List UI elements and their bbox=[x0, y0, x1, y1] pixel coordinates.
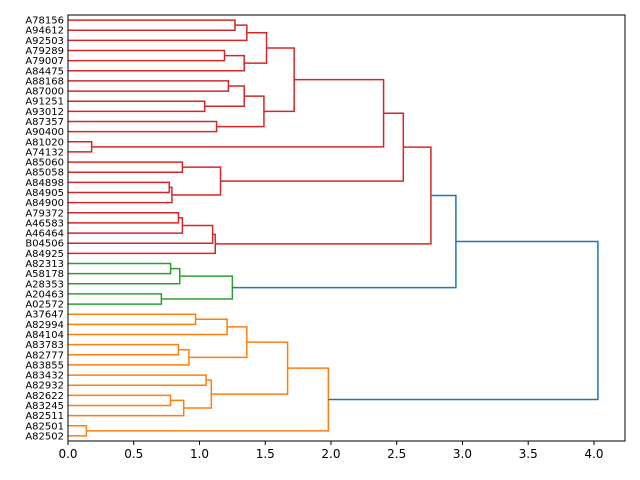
plot-frame bbox=[67, 14, 626, 442]
leaf-label: A28353 bbox=[25, 279, 64, 290]
dendrogram-link bbox=[68, 224, 214, 244]
leaf-label: A84905 bbox=[25, 188, 64, 199]
leaf-label: A82777 bbox=[25, 350, 64, 361]
x-tick-label: 2.0 bbox=[321, 447, 340, 461]
dendrogram-link bbox=[216, 95, 265, 128]
dendrogram-link bbox=[68, 394, 172, 407]
leaf-label: A58178 bbox=[25, 269, 64, 280]
dendrogram-link bbox=[68, 80, 230, 92]
leaf-label: A85060 bbox=[25, 158, 64, 169]
leaf-label: A83783 bbox=[25, 340, 64, 351]
dendrogram-link bbox=[68, 24, 248, 42]
leaf-label: A20463 bbox=[25, 289, 64, 300]
leaf-label: A87000 bbox=[25, 87, 64, 98]
dendrogram-link bbox=[68, 233, 217, 255]
dendrogram-link bbox=[86, 367, 330, 432]
leaf-label: A91251 bbox=[25, 97, 64, 108]
dendrogram-link bbox=[68, 399, 185, 417]
leaf-label: A88168 bbox=[25, 76, 64, 87]
dendrogram-link bbox=[215, 146, 432, 245]
leaf-label: A93012 bbox=[25, 107, 64, 118]
leaf-label: A82502 bbox=[25, 431, 64, 442]
leaf-label: A84900 bbox=[25, 198, 64, 209]
dendrogram-link bbox=[68, 318, 228, 336]
leaf-label: A85058 bbox=[25, 168, 64, 179]
dendrogram-link bbox=[232, 194, 457, 289]
leaf-label: A87357 bbox=[25, 117, 64, 128]
dendrogram-link bbox=[68, 217, 184, 234]
leaf-label: A83245 bbox=[25, 401, 64, 412]
dendrogram-link bbox=[68, 54, 245, 72]
x-tick-label: 3.5 bbox=[519, 447, 538, 461]
leaf-label: A82511 bbox=[25, 411, 64, 422]
dendrogram-link bbox=[68, 181, 170, 194]
leaf-label: A84898 bbox=[25, 178, 64, 189]
dendrogram-link bbox=[68, 267, 181, 285]
leaf-label: A92503 bbox=[25, 36, 64, 47]
leaf-label: A74132 bbox=[25, 147, 64, 158]
leaf-label: A46583 bbox=[25, 218, 64, 229]
dendrogram-link bbox=[68, 19, 236, 31]
leaf-label: A02572 bbox=[25, 300, 64, 311]
dendrogram-link bbox=[68, 348, 190, 366]
leaf-label: B04506 bbox=[25, 239, 64, 250]
leaf-label: A82501 bbox=[25, 421, 64, 432]
leaf-label: A82622 bbox=[25, 391, 64, 402]
dendrogram-link bbox=[68, 212, 180, 224]
leaf-label: A83432 bbox=[25, 371, 64, 382]
dendrogram-link bbox=[68, 161, 184, 173]
leaf-label: A82932 bbox=[25, 381, 64, 392]
dendrogram-link bbox=[68, 262, 172, 275]
x-tick-label: 0.0 bbox=[58, 447, 77, 461]
dendrogram-link bbox=[91, 78, 385, 148]
dendrogram-link bbox=[68, 100, 206, 113]
leaf-label: A78156 bbox=[25, 16, 64, 27]
dendrogram-link bbox=[68, 313, 197, 326]
x-tick-label: 2.5 bbox=[387, 447, 406, 461]
leaf-label: A84925 bbox=[25, 249, 64, 260]
dendrogram-link bbox=[68, 374, 207, 386]
dendrogram-link bbox=[171, 166, 222, 196]
dendrogram-link bbox=[68, 186, 173, 204]
dendrogram-link bbox=[68, 293, 163, 305]
leaf-label: A79372 bbox=[25, 208, 64, 219]
leaf-label: A82313 bbox=[25, 259, 64, 270]
x-tick-label: 4.0 bbox=[584, 447, 603, 461]
x-axis: 0.0 0.5 1.0 1.5 2.0 2.5 3.0 3.5 4.0 bbox=[58, 441, 604, 461]
leaf-label: A84104 bbox=[25, 330, 64, 341]
leaf-label: A83855 bbox=[25, 360, 64, 371]
dendrogram-link bbox=[161, 275, 234, 300]
x-tick-label: 1.5 bbox=[256, 447, 275, 461]
leaf-label: A94612 bbox=[25, 26, 64, 37]
leaf-label: A84475 bbox=[25, 66, 64, 77]
dendrogram-link bbox=[263, 47, 295, 113]
leaf-labels: A78156A94612A92503A79289A79007A84475A881… bbox=[25, 16, 64, 443]
dendrogram-link bbox=[68, 343, 180, 356]
leaf-label: A79007 bbox=[25, 56, 64, 67]
leaf-label: A81020 bbox=[25, 137, 64, 148]
dendrogram-link bbox=[328, 240, 599, 401]
dendrogram-link bbox=[68, 141, 93, 153]
dendrogram-link bbox=[68, 425, 88, 437]
dendrogram-links bbox=[68, 19, 599, 437]
leaf-label: A46464 bbox=[25, 229, 64, 240]
leaf-label: A82994 bbox=[25, 320, 64, 331]
dendrogram-link bbox=[188, 326, 248, 359]
x-tick-label: 1.0 bbox=[190, 447, 209, 461]
x-tick-label: 3.0 bbox=[453, 447, 472, 461]
leaf-label: A37647 bbox=[25, 310, 64, 321]
dendrogram-link bbox=[211, 341, 289, 395]
leaf-label: A90400 bbox=[25, 127, 64, 138]
dendrogram-link bbox=[204, 85, 245, 108]
dendrogram-link bbox=[68, 120, 218, 133]
dendrogram-link bbox=[68, 49, 226, 62]
dendrogram-link bbox=[183, 379, 213, 409]
leaf-label: A79289 bbox=[25, 46, 64, 57]
x-tick-label: 0.5 bbox=[124, 447, 143, 461]
